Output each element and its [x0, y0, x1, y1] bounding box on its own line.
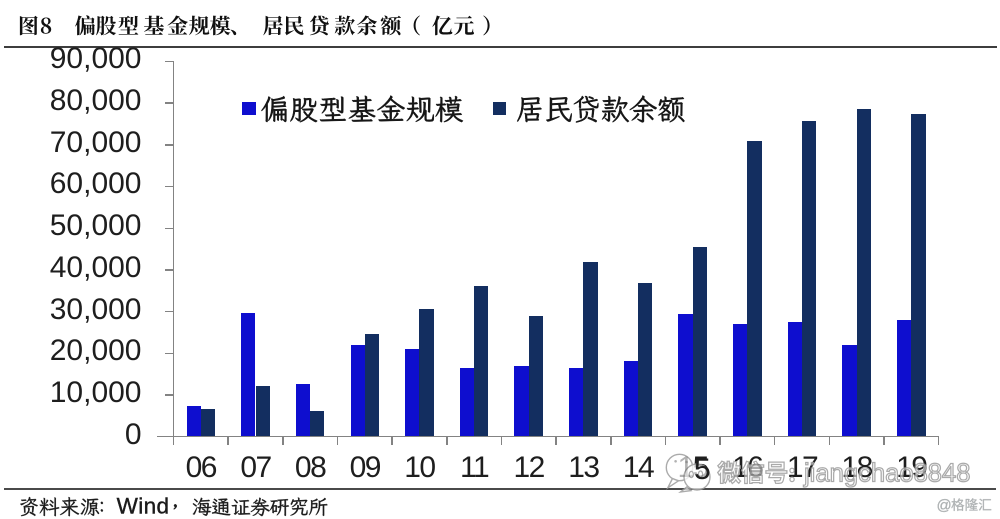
svg-text:jiangchao8848: jiangchao8848 — [803, 459, 971, 487]
svg-text:5: 5 — [694, 453, 711, 486]
svg-text:Wind: Wind — [117, 494, 170, 519]
svg-text:@: @ — [937, 497, 952, 514]
